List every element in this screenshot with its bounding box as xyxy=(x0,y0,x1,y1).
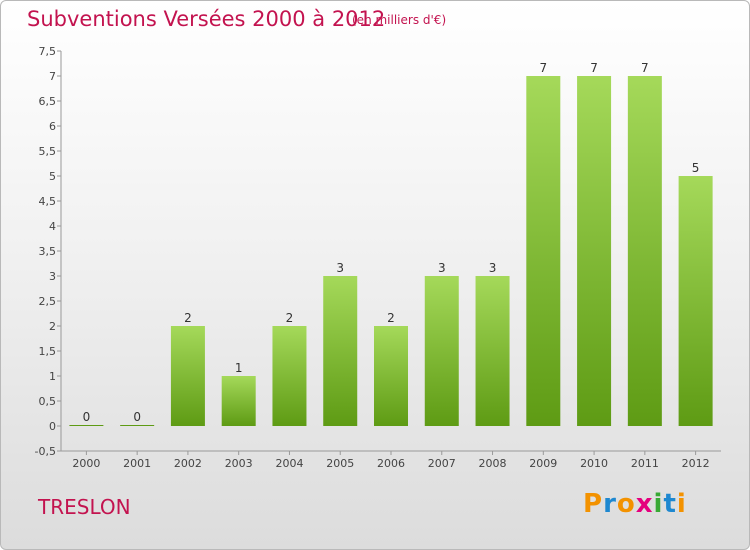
x-tick-label: 2010 xyxy=(580,457,608,470)
logo-letter: i xyxy=(676,489,687,519)
bar-value-label: 3 xyxy=(438,261,446,275)
bar-value-label: 7 xyxy=(590,61,598,75)
bar xyxy=(120,425,155,426)
x-tick-label: 2000 xyxy=(72,457,100,470)
y-tick-label: 7 xyxy=(49,70,56,83)
y-tick-label: -0,5 xyxy=(35,445,56,458)
y-tick-label: 0 xyxy=(49,420,56,433)
x-tick-label: 2002 xyxy=(174,457,202,470)
bar xyxy=(526,76,561,426)
y-tick-label: 3 xyxy=(49,270,56,283)
bar-value-label: 2 xyxy=(184,311,192,325)
bar-value-label: 2 xyxy=(286,311,294,325)
bar-value-label: 0 xyxy=(83,410,91,424)
y-tick-label: 4 xyxy=(49,220,56,233)
y-tick-label: 5,5 xyxy=(39,145,57,158)
x-tick-label: 2001 xyxy=(123,457,151,470)
x-tick-label: 2006 xyxy=(377,457,405,470)
y-tick-label: 0,5 xyxy=(39,395,57,408)
y-tick-label: 7,5 xyxy=(39,45,57,58)
y-tick-label: 3,5 xyxy=(39,245,57,258)
chart-subtitle: (en milliers d'€) xyxy=(352,13,447,27)
bar xyxy=(424,276,459,426)
bar xyxy=(678,176,713,426)
place-name: TRESLON xyxy=(38,495,131,519)
y-tick-label: 4,5 xyxy=(39,195,57,208)
bar-value-label: 7 xyxy=(641,61,649,75)
bar xyxy=(627,76,662,426)
x-tick-label: 2005 xyxy=(326,457,354,470)
bar-value-label: 5 xyxy=(692,161,700,175)
logo-letter: o xyxy=(616,489,636,519)
y-tick-label: 6,5 xyxy=(39,95,57,108)
bar xyxy=(221,376,256,426)
logo-letter: t xyxy=(663,489,677,519)
bar xyxy=(475,276,510,426)
logo-letter: i xyxy=(653,489,664,519)
bar xyxy=(69,425,104,426)
bar-value-label: 3 xyxy=(489,261,497,275)
bar-value-label: 3 xyxy=(336,261,344,275)
bar-value-label: 1 xyxy=(235,361,243,375)
bar xyxy=(170,326,205,426)
chart-title: Subventions Versées 2000 à 2012 xyxy=(27,7,386,31)
y-tick-label: 1 xyxy=(49,370,56,383)
bar xyxy=(272,326,307,426)
y-tick-label: 1,5 xyxy=(39,345,57,358)
x-tick-label: 2009 xyxy=(529,457,557,470)
x-tick-label: 2004 xyxy=(275,457,303,470)
bar xyxy=(374,326,408,426)
y-tick-label: 2,5 xyxy=(39,295,57,308)
x-tick-label: 2012 xyxy=(682,457,710,470)
bar xyxy=(577,76,612,426)
proxiti-logo[interactable]: Proxiti xyxy=(583,489,687,519)
bar-value-label: 0 xyxy=(133,410,141,424)
x-tick-label: 2003 xyxy=(225,457,253,470)
y-tick-label: 5 xyxy=(49,170,56,183)
x-tick-label: 2011 xyxy=(631,457,659,470)
x-tick-label: 2007 xyxy=(428,457,456,470)
logo-letter: r xyxy=(603,489,617,519)
logo-letter: x xyxy=(635,489,654,519)
x-tick-label: 2008 xyxy=(479,457,507,470)
bar xyxy=(323,276,358,426)
logo-letter: P xyxy=(583,489,604,519)
y-tick-label: 2 xyxy=(49,320,56,333)
bar-value-label: 7 xyxy=(539,61,547,75)
y-tick-label: 6 xyxy=(49,120,56,133)
bar-value-label: 2 xyxy=(387,311,395,325)
